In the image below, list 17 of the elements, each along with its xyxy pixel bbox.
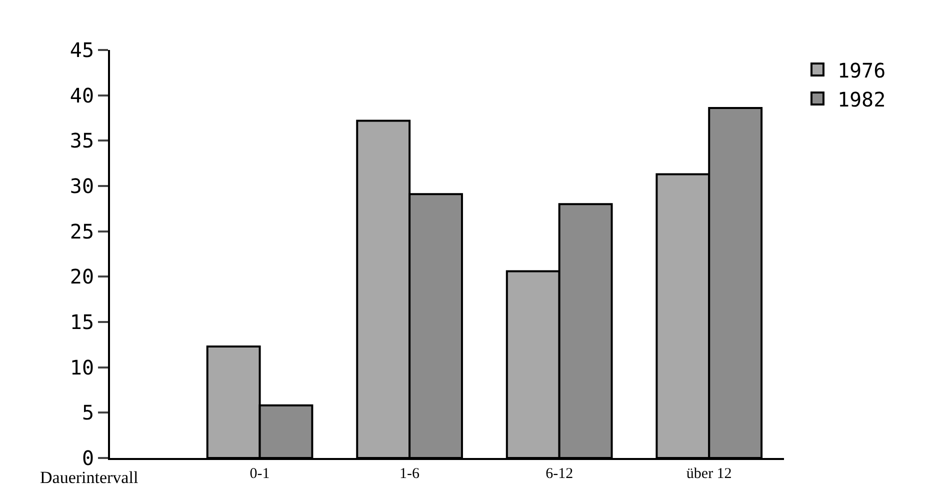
x-tick-label: über 12 xyxy=(686,466,732,482)
y-tick-label: 15 xyxy=(70,310,94,334)
x-tick-label: 1-6 xyxy=(400,466,420,482)
y-tick-label: 20 xyxy=(70,264,94,289)
y-tick-label: 35 xyxy=(70,128,94,153)
legend-label: 1976 xyxy=(837,58,886,82)
x-tick-label: 6-12 xyxy=(546,466,574,482)
y-tick-label: 30 xyxy=(70,174,94,198)
y-tick-label: 10 xyxy=(70,355,94,380)
x-axis-title: Dauerintervall xyxy=(40,468,138,487)
y-tick-label: 25 xyxy=(70,219,94,244)
legend-label: 1982 xyxy=(837,87,886,112)
x-tick-label: 0-1 xyxy=(250,466,270,482)
y-tick-label: 40 xyxy=(70,83,94,108)
y-tick-label: 5 xyxy=(82,400,94,425)
y-tick-label: 0 xyxy=(82,446,94,470)
y-tick-label: 45 xyxy=(70,38,94,62)
